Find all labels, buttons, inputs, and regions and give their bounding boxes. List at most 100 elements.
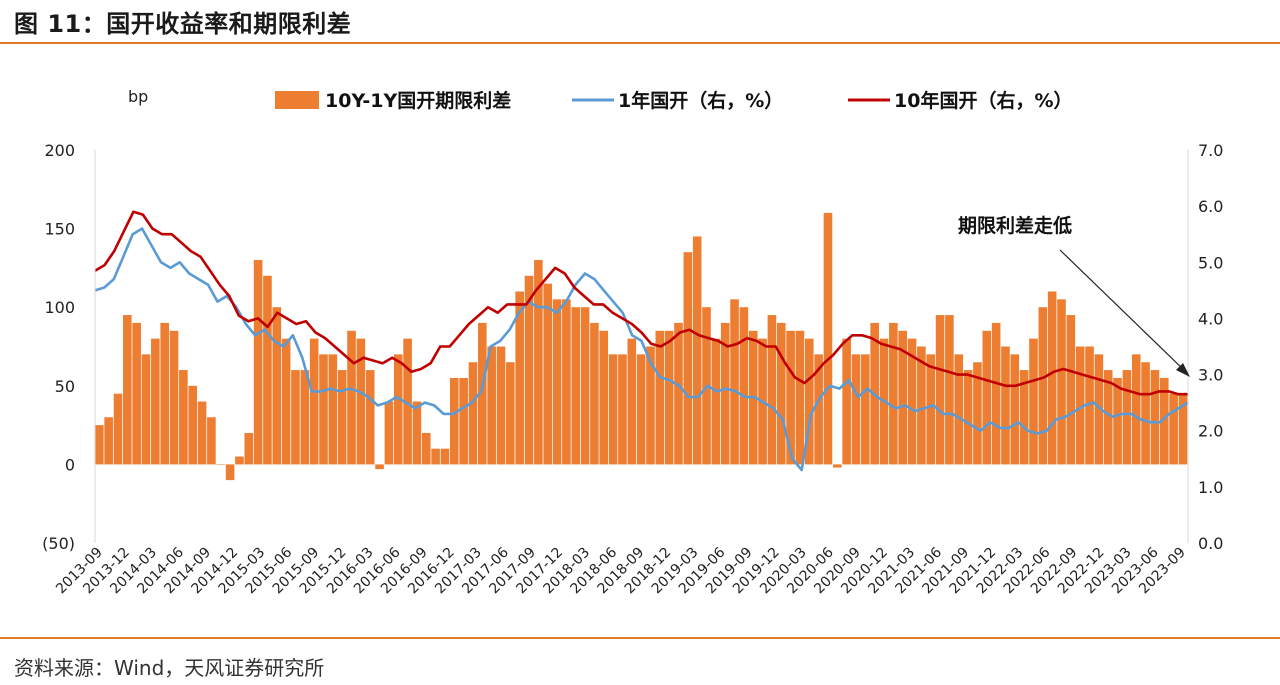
spread-bar [739,307,749,465]
spread-bar [524,275,534,465]
series-10y-line [94,210,1188,396]
left-axis-unit: bp [128,87,148,106]
spread-bar [506,362,515,465]
spread-bar [1075,346,1085,465]
spread-bar [169,330,179,465]
spread-bar [711,338,721,465]
spread-bar [468,362,478,465]
spread-bar [636,354,646,465]
spread-bar [375,464,384,470]
left-tick-label: 200 [44,141,75,160]
spread-bar [216,464,226,465]
spread-bar [1057,299,1066,465]
plot-area [94,210,1189,481]
right-tick-label: 1.0 [1198,478,1223,497]
annotation-label: 期限利差走低 [958,214,1072,237]
spread-bar [954,354,964,465]
spread-bar [300,370,310,465]
spread-bar [982,330,992,465]
spread-bar [851,354,861,465]
spread-bar [291,370,300,465]
spread-bar [889,322,898,465]
spread-bar [337,370,347,465]
spread-bar [403,338,412,465]
spread-bar [674,322,683,465]
spread-bar [627,338,637,465]
spread-bar [963,370,973,465]
spread-bar [459,377,468,465]
spread-bar [132,322,141,465]
spread-bar [478,322,487,465]
spread-bar [1010,354,1020,465]
left-tick-label: (50) [42,534,75,553]
spread-bar [384,401,394,465]
spread-bar [804,338,814,465]
spread-bar [496,346,506,465]
right-tick-label: 5.0 [1198,253,1223,272]
spread-bar [917,346,926,465]
spread-bar [1085,346,1094,465]
spread-bar [141,354,151,465]
spread-bar [935,315,945,465]
spread-bar [599,330,609,465]
spread-bar [440,448,450,465]
spread-bar [608,354,618,465]
spread-bar [571,307,581,465]
spread-bar [347,330,356,465]
spread-bar [945,315,954,465]
spread-bar [776,322,786,465]
spread-bar [151,338,160,465]
spread-bar [281,338,291,465]
annotation-group: 期限利差走低 [958,214,1190,377]
right-tick-label: 6.0 [1198,197,1223,216]
spread-bar [95,425,104,465]
right-tick-label: 7.0 [1198,141,1223,160]
bottom-divider [0,637,1280,639]
spread-bar [1047,291,1057,465]
spread-bar [1131,354,1141,465]
spread-bar [730,299,739,465]
spread-bar [795,330,805,465]
spread-bar [814,354,823,465]
spread-bar [898,330,907,465]
chart-title: 图 11：国开收益率和期限利差 [14,10,352,38]
chart-canvas: 10Y-1Y国开期限利差 1年国开（右，%） 10年国开（右，%） (50) 0 50 1… [42,87,1223,597]
spread-bar [1113,377,1122,465]
spread-bar [328,354,338,465]
spread-bar [431,448,440,465]
top-divider [0,42,1280,44]
spread-bar [1019,370,1029,465]
right-tick-label: 4.0 [1198,309,1223,328]
spread-bar [412,401,422,465]
source-note: 资料来源：Wind，天风证券研究所 [14,656,325,680]
annotation-arrowhead [1176,363,1190,377]
spread-bar [1029,338,1038,465]
legend: 10Y-1Y国开期限利差 1年国开（右，%） 10年国开（右，%） [275,89,1072,112]
spread-bar [113,393,123,465]
spread-bar [991,322,1001,465]
spread-bar [1141,362,1150,465]
spread-bar [842,338,851,465]
spread-bar [104,417,113,465]
spread-bar [562,299,571,465]
spread-bar [225,464,235,481]
spread-bar [309,338,319,465]
legend-label-10y: 10年国开（右，%） [894,89,1072,112]
spread-bar [207,417,216,465]
spread-bar [1001,346,1010,465]
spread-bar [421,432,431,465]
spread-bar [1178,393,1188,465]
spread-bar [786,330,795,465]
legend-label-1y: 1年国开（右，%） [618,89,783,112]
legend-swatch-spread [275,91,319,109]
spread-bar [179,370,188,465]
spread-bar [515,291,524,465]
spread-bar [767,315,777,465]
spread-bar [720,322,730,465]
left-tick-label: 150 [44,220,75,239]
spread-bar [823,212,833,465]
series-1y-line [94,227,1189,472]
spread-bar [356,338,366,465]
right-tick-label: 2.0 [1198,422,1223,441]
spread-bar [543,283,553,465]
